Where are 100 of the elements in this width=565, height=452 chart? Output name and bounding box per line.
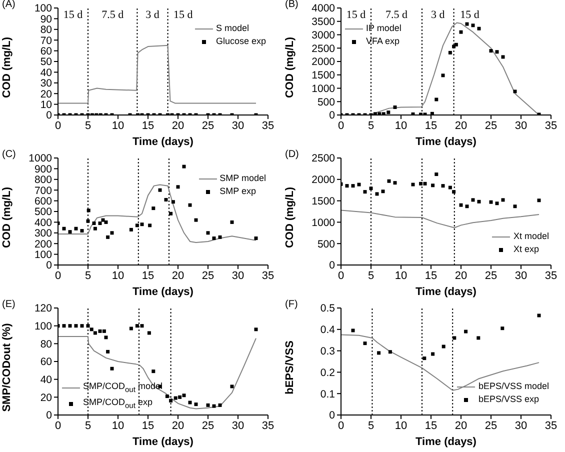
point xyxy=(513,204,517,208)
x-tick-label: 10 xyxy=(112,270,124,282)
y-tick-label: 80 xyxy=(40,24,52,36)
annotation: 3 d xyxy=(431,9,446,21)
point xyxy=(495,50,499,54)
legend-label: Xt model xyxy=(513,230,549,243)
point xyxy=(369,186,373,190)
x-tick-label: 30 xyxy=(514,120,528,132)
x-tick-label: 35 xyxy=(262,120,274,132)
point xyxy=(230,384,234,388)
y-tick-label: 3000 xyxy=(312,29,336,42)
x-tick-label: 10 xyxy=(394,420,408,432)
point xyxy=(495,202,499,206)
point xyxy=(218,235,222,239)
point xyxy=(188,400,192,404)
point xyxy=(93,331,97,335)
y-tick-label: 20 xyxy=(40,392,52,404)
x-tick-label: 0 xyxy=(54,270,62,282)
line-series xyxy=(58,336,256,410)
point xyxy=(62,324,66,328)
point xyxy=(477,200,481,204)
point xyxy=(537,314,541,318)
point xyxy=(393,181,397,185)
point xyxy=(129,326,133,330)
y-tick-label: 60 xyxy=(40,356,52,368)
x-tick-label: 5 xyxy=(84,120,92,132)
point xyxy=(513,90,517,94)
point xyxy=(178,395,182,399)
point xyxy=(477,26,481,30)
y-tick-label: 500 xyxy=(317,96,336,108)
y-axis-title: COD (mg/L) xyxy=(284,186,296,248)
y-tick-label: 2000 xyxy=(312,56,336,68)
annotation: 15 d xyxy=(346,9,366,21)
point xyxy=(442,344,446,348)
x-tick-label: 0 xyxy=(338,120,344,132)
x-tick-label: 30 xyxy=(232,420,244,432)
point xyxy=(93,226,97,230)
point xyxy=(182,164,186,168)
point xyxy=(106,350,110,354)
point xyxy=(194,402,198,406)
point xyxy=(363,342,367,346)
x-axis-title: Time (days) xyxy=(416,136,477,148)
legend-label: IP model xyxy=(366,22,402,35)
point xyxy=(434,98,438,102)
y-tick-label: 10 xyxy=(40,99,52,112)
point xyxy=(465,22,469,26)
y-tick-label: 120 xyxy=(34,302,52,315)
point xyxy=(459,203,463,207)
point xyxy=(377,351,381,355)
annotation: 15 d xyxy=(460,9,480,21)
point xyxy=(188,203,192,207)
point xyxy=(101,218,105,222)
point xyxy=(448,186,452,190)
point xyxy=(74,324,78,328)
x-tick-label: 15 xyxy=(424,420,438,432)
point xyxy=(165,394,169,398)
point xyxy=(411,182,415,186)
x-axis-title: Time (days) xyxy=(416,436,477,448)
legend-label: SMP model xyxy=(220,172,266,185)
y-tick-label: 90 xyxy=(40,13,52,26)
x-tick-label: 5 xyxy=(84,270,92,282)
point xyxy=(351,184,355,188)
y-tick-label: 100 xyxy=(34,320,52,333)
point xyxy=(182,394,186,398)
x-tick-label: 35 xyxy=(544,420,558,432)
legend-label: Glucose exp xyxy=(216,35,266,48)
point xyxy=(489,200,493,204)
x-tick-label: 25 xyxy=(484,270,498,282)
x-tick-label: 10 xyxy=(112,120,124,132)
point xyxy=(441,74,445,78)
x-tick-label: 20 xyxy=(172,270,184,282)
chart-title: (E) xyxy=(2,299,16,310)
point xyxy=(92,222,96,226)
y-tick-label: 500 xyxy=(317,238,336,250)
point xyxy=(419,182,423,186)
legend-label: Xt exp xyxy=(513,243,539,256)
point xyxy=(212,236,216,240)
point xyxy=(382,112,386,115)
point xyxy=(106,235,110,239)
point xyxy=(476,336,480,340)
x-tick-label: 30 xyxy=(232,120,244,132)
point xyxy=(459,30,463,34)
point xyxy=(206,231,210,235)
point xyxy=(164,198,168,202)
y-tick-label: 40 xyxy=(40,66,52,79)
x-tick-label: 10 xyxy=(394,270,408,282)
point xyxy=(140,324,144,328)
x-axis-title: Time (days) xyxy=(132,286,194,298)
point xyxy=(140,222,144,226)
point xyxy=(357,182,361,186)
x-tick-label: 5 xyxy=(368,420,374,432)
y-axis-title: SMP/CODout (%) xyxy=(0,322,13,412)
x-tick-label: 5 xyxy=(84,420,92,432)
x-tick-label: 35 xyxy=(262,420,274,432)
point xyxy=(378,112,382,115)
annotation: 15 d xyxy=(63,9,84,21)
line-series xyxy=(58,184,256,244)
x-tick-label: 10 xyxy=(394,120,408,132)
point xyxy=(388,350,392,354)
y-tick-label: 2500 xyxy=(312,42,336,55)
